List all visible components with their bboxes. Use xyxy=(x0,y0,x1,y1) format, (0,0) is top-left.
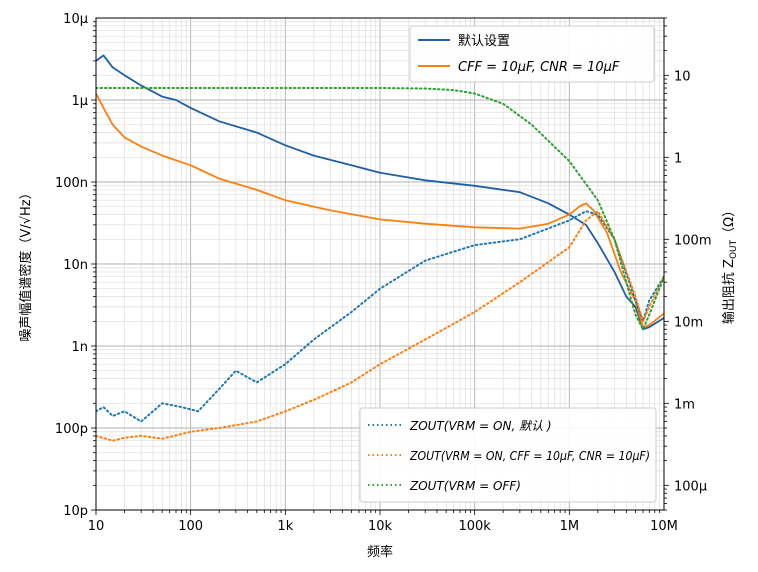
y-left-tick-label: 10p xyxy=(63,504,88,519)
y-axis-right-label-sub: OUT xyxy=(729,239,739,259)
series-line-1 xyxy=(96,93,664,329)
x-tick-label: 1k xyxy=(277,519,293,534)
y-right-tick-label: 10 xyxy=(674,69,691,84)
y-right-tick-label: 100μ xyxy=(674,479,707,494)
legend-bottom-label-2: ZOUT(VRM = OFF) xyxy=(409,479,521,493)
y-right-tick-label: 1m xyxy=(674,397,695,412)
series-line-3 xyxy=(96,210,664,442)
y-left-tick-label: 10μ xyxy=(63,12,88,27)
x-tick-label: 100 xyxy=(178,519,203,534)
x-tick-label: 10M xyxy=(650,519,678,534)
axis-ticks: 10 100 1k 10k 100k 1M 10M 10μ 1μ 100n 10n 1n 100p 10p… xyxy=(55,12,712,534)
legend-bottom-label-1: ZOUT(VRM = ON, CFF = 10μF, CNR = 10μF) xyxy=(409,449,650,463)
legend-top-box xyxy=(409,25,655,83)
y-right-tick-label: 10m xyxy=(674,315,703,330)
series-line-2 xyxy=(96,210,664,423)
y-axis-left-label: 噪声幅值谱密度（V/√Hz） xyxy=(18,186,34,341)
series-line-4 xyxy=(96,87,664,331)
legend-bottom-label-0: ZOUT(VRM = ON, 默认 ) xyxy=(409,419,552,433)
y-axis-right-label-main: 输出阻抗 Z xyxy=(721,259,737,324)
x-tick-label: 100k xyxy=(458,519,491,534)
legend-top-label-0: 默认设置 xyxy=(458,33,510,49)
x-tick-label: 10 xyxy=(88,519,105,534)
y-axis-right-label-unit: （Ω） xyxy=(722,204,737,240)
y-left-tick-label: 100p xyxy=(55,422,88,437)
y-right-tick-label: 100m xyxy=(674,233,711,248)
y-left-tick-label: 10n xyxy=(63,258,88,273)
legend-top-label-1: CFF = 10μF, CNR = 10μF xyxy=(458,60,620,75)
series-line-0 xyxy=(96,54,664,331)
x-tick-label: 1M xyxy=(560,519,580,534)
legend-top: 默认设置 CFF = 10μF, CNR = 10μF xyxy=(409,25,655,83)
x-tick-label: 10k xyxy=(368,519,393,534)
y-right-tick-label: 1 xyxy=(674,151,682,166)
legend-bottom: ZOUT(VRM = ON, 默认 ) ZOUT(VRM = ON, CFF =… xyxy=(359,407,657,503)
series-layer xyxy=(96,54,664,442)
y-left-tick-label: 1μ xyxy=(71,94,88,109)
y-axis-right-label: 输出阻抗 ZOUT（Ω） xyxy=(721,204,739,324)
y-left-tick-label: 100n xyxy=(55,176,88,191)
x-axis-label: 频率 xyxy=(367,544,393,560)
y-left-tick-label: 1n xyxy=(71,340,88,355)
legend-bottom-box xyxy=(359,407,657,503)
